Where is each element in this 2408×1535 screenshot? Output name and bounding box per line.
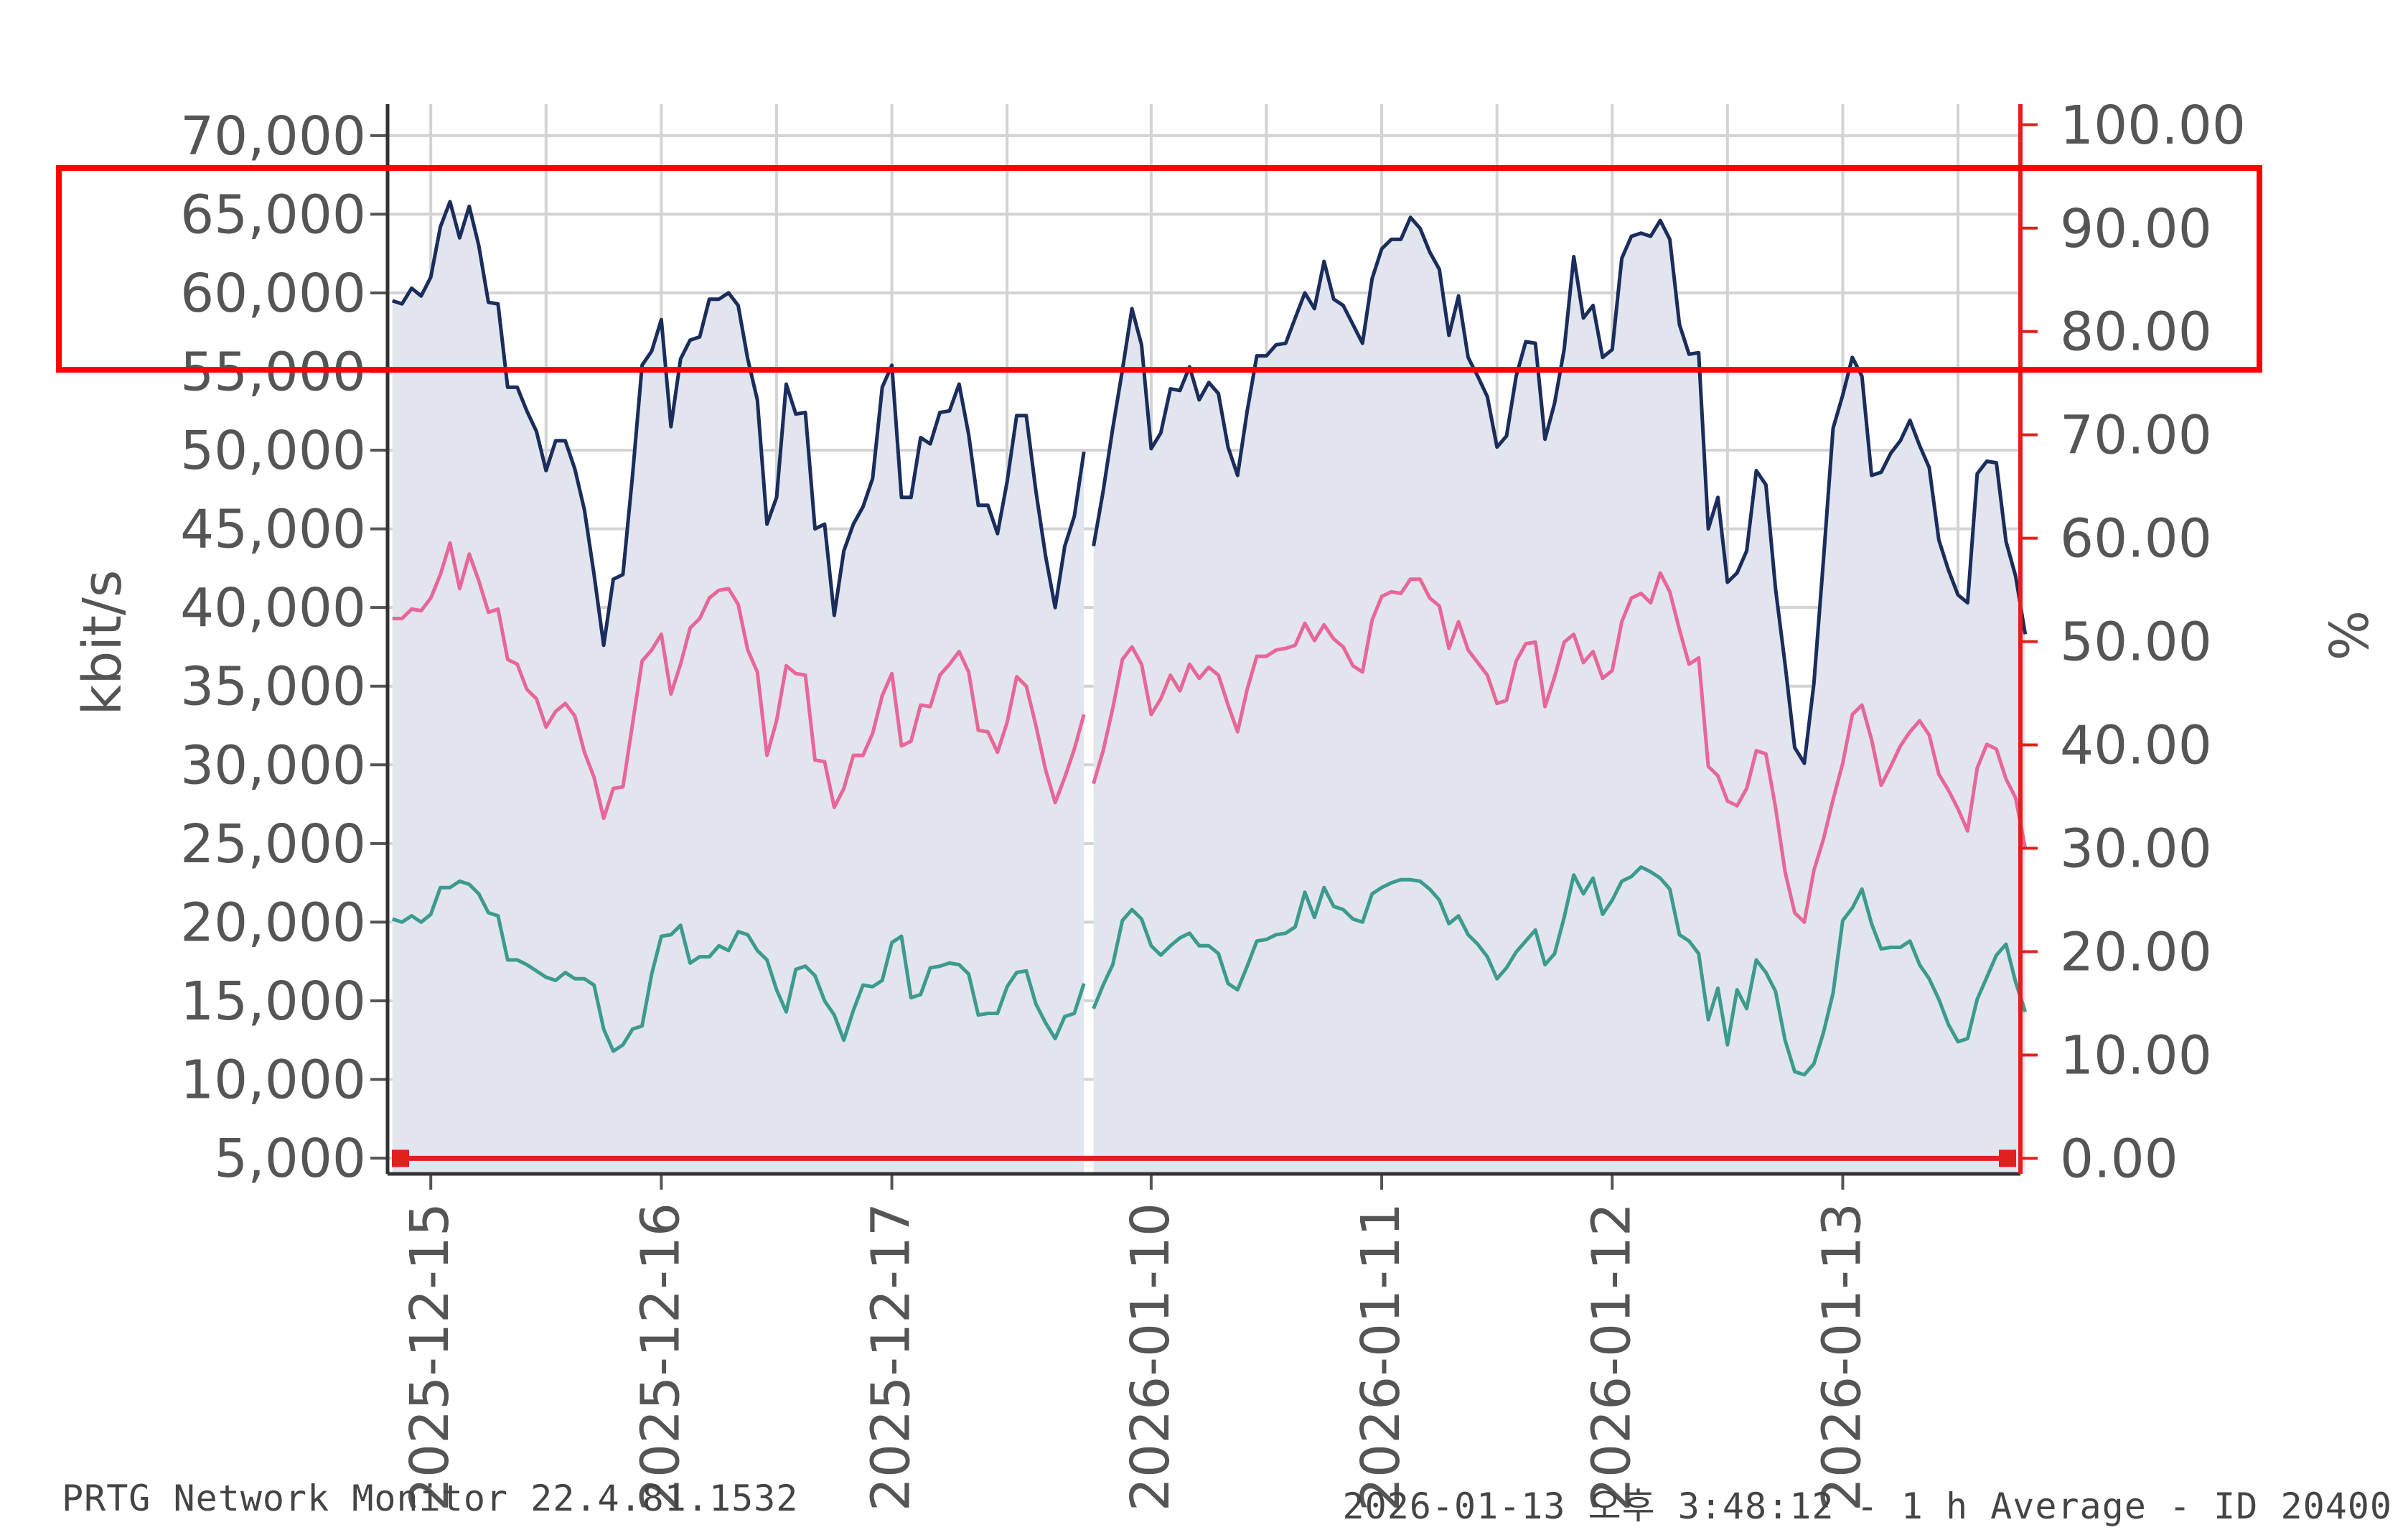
right-tick-label: 20.00 [2060,921,2212,983]
series-line-2 [391,879,1086,1053]
x-tick-label: 2025-12-15 [399,1203,461,1511]
series-point-percent-end [1999,1149,2016,1167]
x-tick-label: 2025-12-16 [629,1203,691,1511]
x-tick-label: 2025-12-17 [861,1203,922,1511]
series-line-0 [391,200,1086,648]
series-area-total [1093,217,2025,1174]
left-tick-labels: 70,00065,00060,00055,00050,00045,00040,0… [180,106,366,1190]
right-tick-label: 90.00 [2060,198,2212,260]
left-tick-label: 10,000 [180,1050,366,1111]
series-line-2 [1092,865,2028,1077]
x-tick-labels: 2025-12-15 2025-12-16 2025-12-17 2026-01-10… [399,1203,1873,1511]
axes [370,104,2038,1190]
left-tick-label: 65,000 [180,184,366,246]
left-axis-title: kbit/s [72,570,133,716]
footer-timestamp: 2026-01-13 오후 3:48:12 - 1 h Average - ID… [1342,1485,2392,1527]
left-tick-label: 60,000 [180,263,366,325]
right-tick-label: 30.00 [2060,818,2212,880]
right-tick-label: 70.00 [2060,405,2212,467]
series-line-1 [392,541,1086,821]
x-tick-label: 2026-01-11 [1350,1203,1412,1511]
left-tick-label: 5,000 [214,1128,366,1190]
right-tick-label: 50.00 [2060,612,2212,673]
highlight-box [56,165,2262,373]
right-axis-title: % [2316,610,2378,661]
series-line-1 [1092,571,2028,924]
series-point-percent-start [392,1149,409,1167]
series-layer [391,200,2028,1167]
left-tick-label: 20,000 [180,892,366,953]
left-tick-label: 45,000 [180,499,366,561]
footer-version: PRTG Network Monitor 22.4.81.1532 [62,1478,799,1519]
x-tick-label: 2026-01-10 [1120,1203,1181,1511]
left-tick-label: 30,000 [180,734,366,796]
series-line-0 [1092,215,2028,765]
left-tick-label: 70,000 [180,106,366,167]
right-tick-label: 10.00 [2060,1025,2212,1086]
x-tick-label: 2026-01-13 [1811,1203,1873,1511]
right-tick-label: 0.00 [2060,1128,2178,1190]
right-tick-label: 40.00 [2060,715,2212,777]
left-tick-label: 25,000 [180,813,366,875]
x-tick-label: 2026-01-12 [1580,1203,1642,1511]
right-tick-labels: 100.00 90.00 80.00 70.00 60.00 50.00 40.00 30.0… [2060,95,2246,1190]
right-tick-label: 80.00 [2060,302,2212,363]
right-tick-label: 100.00 [2060,95,2246,157]
left-tick-label: 15,000 [180,971,366,1032]
left-tick-label: 50,000 [180,420,366,482]
right-tick-label: 60.00 [2060,508,2212,570]
left-tick-label: 40,000 [180,577,366,639]
left-tick-label: 35,000 [180,656,366,718]
